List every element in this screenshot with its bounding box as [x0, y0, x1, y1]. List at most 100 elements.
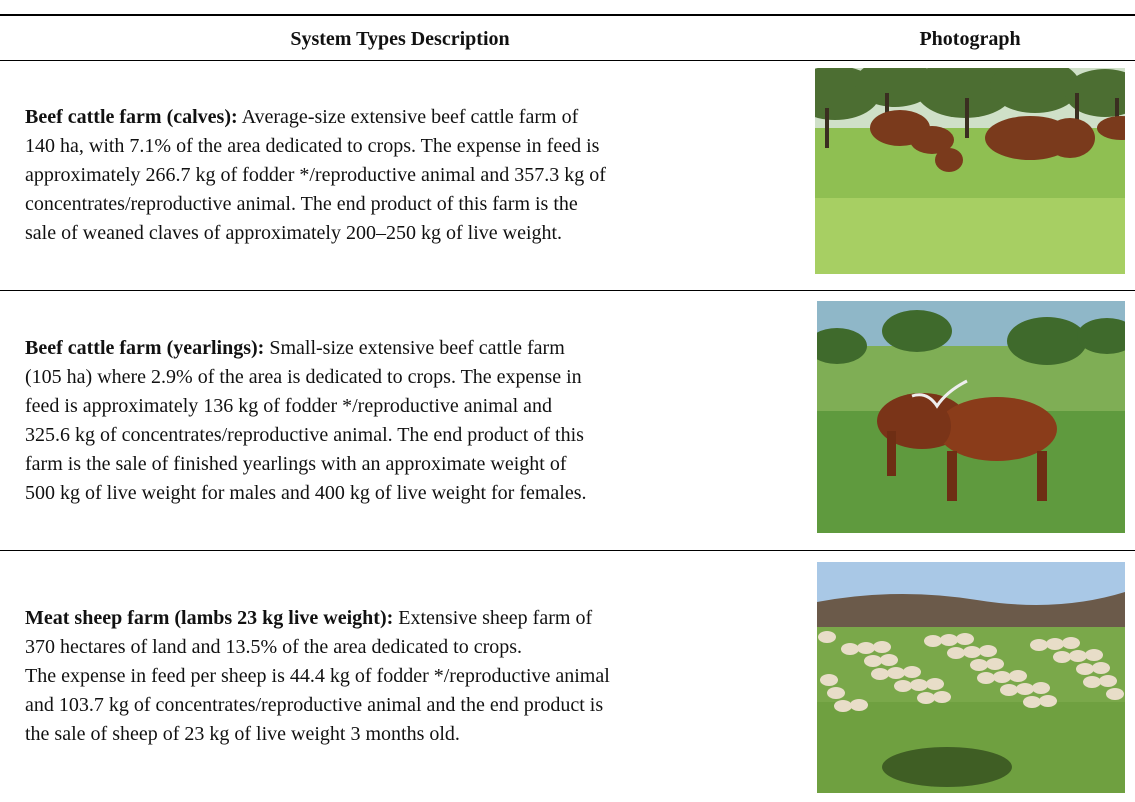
photo-shape: [825, 108, 829, 148]
text-line: feed is approximately 136 kg of fodder *…: [25, 392, 785, 421]
photo-shape: [1083, 676, 1101, 688]
photo-shape: [1037, 451, 1047, 501]
photo-shape: [1046, 638, 1064, 650]
header-cell: Photograph: [870, 28, 1070, 51]
photo-shape: [979, 645, 997, 657]
photo-shape: [1062, 637, 1080, 649]
photo-shape: [834, 700, 852, 712]
text-line: Beef cattle farm (calves): Average-size …: [25, 103, 785, 132]
photograph: [815, 68, 1125, 274]
photo-shape: [850, 699, 868, 711]
description-text: sale of weaned claves of approximately 2…: [25, 222, 562, 244]
description-text: (105 ha) where 2.9% of the area is dedic…: [25, 366, 582, 388]
photo-shape: [887, 667, 905, 679]
text-line: farm is the sale of finished yearlings w…: [25, 450, 785, 479]
photo-shape: [880, 654, 898, 666]
photo-shape: [1085, 649, 1103, 661]
text-line: (105 ha) where 2.9% of the area is dedic…: [25, 363, 785, 392]
photo-shape: [864, 655, 882, 667]
description-cell: Beef cattle farm (yearlings): Small-size…: [25, 291, 785, 550]
photo-shape: [956, 633, 974, 645]
description-text: 140 ha, with 7.1% of the area dedicated …: [25, 135, 599, 157]
photo-shape: [924, 635, 942, 647]
photo-shape: [923, 406, 951, 446]
description-text: Extensive sheep farm of: [398, 607, 592, 629]
photo-shape: [935, 148, 963, 172]
description-text: 370 hectares of land and 13.5% of the ar…: [25, 636, 522, 658]
photo-shape: [993, 671, 1011, 683]
description-text: 325.6 kg of concentrates/reproductive an…: [25, 424, 584, 446]
top-rule: [0, 14, 1135, 16]
photo-shape: [1000, 684, 1018, 696]
row-label: Meat sheep farm (lambs 23 kg live weight…: [25, 607, 393, 629]
photo-shape: [963, 646, 981, 658]
photo-shape: [933, 691, 951, 703]
photo-shape: [841, 643, 859, 655]
photo-shape: [977, 672, 995, 684]
description-cell: Beef cattle farm (calves): Average-size …: [25, 61, 785, 290]
text-line: the sale of sheep of 23 kg of live weigh…: [25, 720, 785, 749]
photo-shape: [903, 666, 921, 678]
photo-shape: [970, 659, 988, 671]
text-line: approximately 266.7 kg of fodder */repro…: [25, 161, 785, 190]
photo-shape: [1007, 317, 1087, 365]
photo-shape: [940, 634, 958, 646]
photo-shape: [1009, 670, 1027, 682]
row-label: Beef cattle farm (yearlings):: [25, 337, 264, 359]
photo-shape: [818, 631, 836, 643]
photo-shape: [1076, 663, 1094, 675]
photo-shape: [1106, 688, 1124, 700]
text-line: sale of weaned claves of approximately 2…: [25, 219, 785, 248]
photo-shape: [1032, 682, 1050, 694]
description-text: and 103.7 kg of concentrates/reproductiv…: [25, 694, 603, 716]
row-label: Beef cattle farm (calves):: [25, 106, 238, 128]
photo-shape: [1092, 662, 1110, 674]
description-cell: Meat sheep farm (lambs 23 kg live weight…: [25, 551, 785, 802]
photo-shape: [1039, 695, 1057, 707]
photo-shape: [926, 678, 944, 690]
photo-shape: [871, 668, 889, 680]
description-text: feed is approximately 136 kg of fodder *…: [25, 395, 552, 417]
photo-shape: [1099, 675, 1117, 687]
description-text: approximately 266.7 kg of fodder */repro…: [25, 164, 606, 186]
photograph: [817, 301, 1125, 533]
photo-shape: [1045, 118, 1095, 158]
photo-shape: [947, 451, 957, 501]
description-text: concentrates/reproductive animal. The en…: [25, 193, 578, 215]
text-line: 500 kg of live weight for males and 400 …: [25, 479, 785, 508]
photo-shape: [1030, 639, 1048, 651]
description-text: the sale of sheep of 23 kg of live weigh…: [25, 723, 460, 745]
photo-shape: [917, 692, 935, 704]
text-line: The expense in feed per sheep is 44.4 kg…: [25, 662, 785, 691]
text-line: 140 ha, with 7.1% of the area dedicated …: [25, 132, 785, 161]
photo-shape: [882, 747, 1012, 787]
photo-shape: [1023, 696, 1041, 708]
photo-shape: [873, 641, 891, 653]
header-cell: System Types Description: [200, 28, 600, 51]
description-text: The expense in feed per sheep is 44.4 kg…: [25, 665, 610, 687]
photo-shape: [1016, 683, 1034, 695]
photo-shape: [894, 680, 912, 692]
photo-shape: [965, 98, 969, 138]
photograph: [817, 562, 1125, 793]
text-line: 325.6 kg of concentrates/reproductive an…: [25, 421, 785, 450]
description-text: Small-size extensive beef cattle farm: [269, 337, 564, 359]
photo-shape: [986, 658, 1004, 670]
photo-shape: [815, 198, 1125, 274]
photo-shape: [1053, 651, 1071, 663]
text-line: concentrates/reproductive animal. The en…: [25, 190, 785, 219]
photo-shape: [1069, 650, 1087, 662]
description-text: farm is the sale of finished yearlings w…: [25, 453, 567, 475]
table-page: System Types Description Photograph Beef…: [0, 0, 1135, 802]
description-text: Average-size extensive beef cattle farm …: [242, 106, 579, 128]
photo-shape: [887, 431, 896, 476]
photo-shape: [910, 679, 928, 691]
text-line: 370 hectares of land and 13.5% of the ar…: [25, 633, 785, 662]
description-text: 500 kg of live weight for males and 400 …: [25, 482, 587, 504]
photo-shape: [947, 647, 965, 659]
text-line: Beef cattle farm (yearlings): Small-size…: [25, 334, 785, 363]
photo-shape: [820, 674, 838, 686]
text-line: Meat sheep farm (lambs 23 kg live weight…: [25, 604, 785, 633]
text-line: and 103.7 kg of concentrates/reproductiv…: [25, 691, 785, 720]
photo-shape: [882, 310, 952, 352]
